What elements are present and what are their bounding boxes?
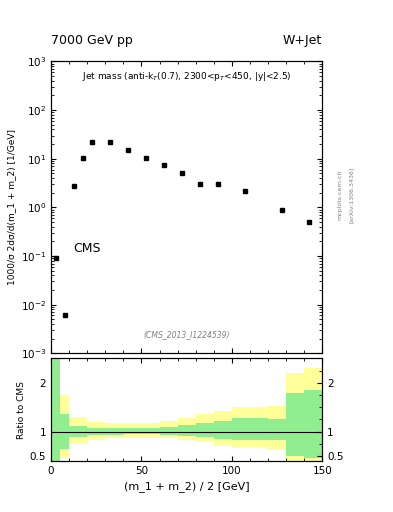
Bar (60, 415, 69, 449)
Bar (214, 421, 232, 439)
Bar (304, 368, 322, 463)
Bar (141, 423, 160, 437)
Bar (69, 425, 87, 437)
Bar (232, 418, 250, 440)
Bar (196, 423, 214, 437)
Text: [arXiv:1306.3436]: [arXiv:1306.3436] (349, 166, 354, 223)
Bar (141, 428, 160, 434)
Bar (160, 426, 178, 435)
Text: mcplots.cern.ch: mcplots.cern.ch (338, 169, 342, 220)
Bar (286, 373, 304, 461)
Bar (160, 421, 178, 437)
Y-axis label: 1000/σ 2dσ/d(m_1 + m_2) [1/GeV]: 1000/σ 2dσ/d(m_1 + m_2) [1/GeV] (7, 130, 17, 285)
Text: CMS: CMS (73, 242, 100, 255)
Bar (268, 406, 286, 449)
Text: (CMS_2013_I1224539): (CMS_2013_I1224539) (143, 330, 230, 339)
Bar (51, 358, 60, 461)
Bar (51, 358, 60, 461)
Bar (69, 417, 87, 444)
Bar (87, 422, 105, 440)
Text: W+Jet: W+Jet (283, 34, 322, 47)
Bar (87, 428, 105, 435)
Bar (123, 423, 141, 437)
Bar (196, 415, 214, 442)
Bar (105, 428, 123, 435)
Bar (178, 425, 196, 436)
Bar (250, 418, 268, 440)
Text: 7000 GeV pp: 7000 GeV pp (51, 34, 133, 47)
Bar (304, 390, 322, 458)
Text: Jet mass (anti-k$_T$(0.7), 2300<p$_T$<450, |y|<2.5): Jet mass (anti-k$_T$(0.7), 2300<p$_T$<45… (82, 70, 292, 83)
X-axis label: (m_1 + m_2) / 2 [GeV]: (m_1 + m_2) / 2 [GeV] (124, 481, 250, 492)
Bar (286, 393, 304, 456)
Bar (60, 395, 69, 458)
Y-axis label: Ratio to CMS: Ratio to CMS (17, 380, 26, 439)
Bar (123, 428, 141, 435)
Bar (178, 418, 196, 440)
Bar (232, 407, 250, 447)
Bar (250, 407, 268, 447)
Bar (214, 411, 232, 445)
Bar (105, 423, 123, 438)
Bar (268, 419, 286, 440)
